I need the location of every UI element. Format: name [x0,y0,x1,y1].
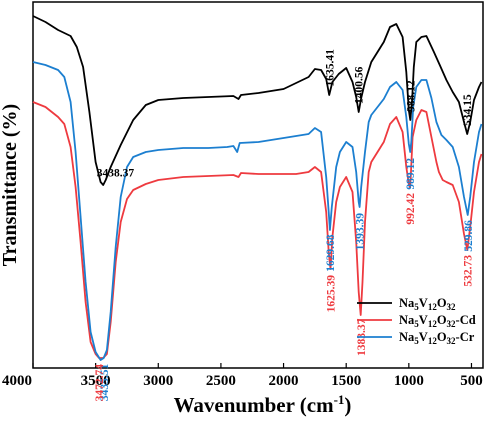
peak-label: 1635.41 [324,49,336,87]
x-axis-title-sup: -1 [334,392,345,407]
peak-label: 1625.39 [326,275,338,313]
peak-label: 1400.56 [354,66,366,104]
peak-label: 3435.51 [99,363,111,401]
x-tick-label: 1500 [331,373,361,389]
x-axis-title: Wavenumber (cm-1) [174,392,352,417]
peak-label: 3438.37 [97,168,135,180]
peak-annotations: 3438.37 1635.41 1400.56 988.12 534.15 1629.68… [94,49,475,402]
peak-label: 534.15 [462,94,474,126]
x-axis-title-end: ) [344,393,351,417]
peak-label: 3472.74 [94,364,106,402]
x-tick-label: 3000 [143,373,173,389]
plot-frame [32,1,484,369]
peak-label: 1629.68 [325,234,337,272]
peak-label: 989.12 [405,158,417,190]
series-line-2 [32,61,483,361]
x-tick-label: 4000 [2,373,32,389]
x-tick-label: 2000 [269,373,299,389]
x-tick-label: 3500 [81,373,111,389]
x-tick-label: 1000 [394,373,424,389]
series-layer [32,15,483,361]
peak-label: 1393.39 [355,213,367,251]
x-axis: 4000 3500 3000 2500 2000 1500 1000 500 [2,363,483,389]
peak-label: 988.12 [405,80,417,112]
x-tick-label: 500 [460,373,483,389]
y-axis-title: Transmittance (%) [0,104,21,266]
series-line-0 [32,15,483,186]
legend-label: Na5V12O32-Cd [399,313,476,329]
legend-label: Na5V12O32-Cr [399,330,475,346]
x-axis-title-main: Wavenumber (cm [174,393,335,417]
x-tick-label: 2500 [206,373,236,389]
peak-label: 529.86 [463,220,475,252]
peak-label: 992.42 [405,193,417,225]
legend-label: Na5V12O32 [399,296,456,312]
peak-label: 532.73 [462,255,474,287]
